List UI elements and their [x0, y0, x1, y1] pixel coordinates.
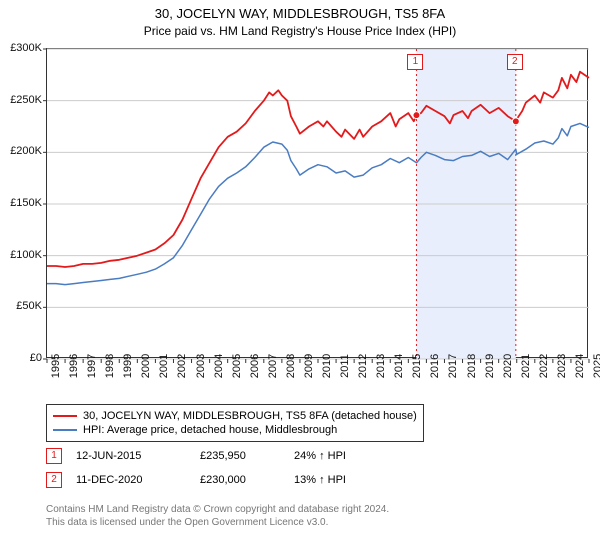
legend: 30, JOCELYN WAY, MIDDLESBROUGH, TS5 8FA … — [46, 404, 424, 442]
x-tick-label: 2022 — [538, 354, 550, 378]
x-tick-label: 2019 — [484, 354, 496, 378]
x-tick-label: 2017 — [447, 354, 459, 378]
chart-svg — [47, 49, 589, 359]
legend-label: HPI: Average price, detached house, Midd… — [83, 424, 337, 436]
y-tick-label: £300K — [2, 42, 42, 54]
x-tick-label: 2006 — [249, 354, 261, 378]
footer-note: Contains HM Land Registry data © Crown c… — [46, 504, 389, 529]
chart-area — [46, 48, 588, 358]
x-tick-label: 2012 — [357, 354, 369, 378]
x-tick-label: 2005 — [231, 354, 243, 378]
y-tick-label: £250K — [2, 94, 42, 106]
x-tick-label: 2003 — [195, 354, 207, 378]
x-tick-label: 2001 — [158, 354, 170, 378]
x-tick-label: 2010 — [321, 354, 333, 378]
x-tick-label: 2016 — [429, 354, 441, 378]
y-tick-label: £0 — [2, 352, 42, 364]
chart-subtitle: Price paid vs. HM Land Registry's House … — [0, 21, 600, 38]
x-tick-label: 2015 — [411, 354, 423, 378]
y-tick-label: £150K — [2, 197, 42, 209]
x-tick-label: 2011 — [339, 354, 351, 378]
x-tick-label: 2018 — [466, 354, 478, 378]
chart-title: 30, JOCELYN WAY, MIDDLESBROUGH, TS5 8FA — [0, 0, 600, 21]
chart-marker-2: 2 — [507, 54, 523, 70]
y-tick-label: £200K — [2, 145, 42, 157]
y-tick-label: £100K — [2, 249, 42, 261]
y-tick-label: £50K — [2, 300, 42, 312]
x-tick-label: 1999 — [122, 354, 134, 378]
x-tick-label: 1997 — [86, 354, 98, 378]
legend-swatch — [53, 429, 77, 431]
x-tick-label: 2025 — [592, 354, 600, 378]
x-tick-label: 2013 — [375, 354, 387, 378]
sale-pct: 24% ↑ HPI — [294, 450, 346, 462]
legend-row: 30, JOCELYN WAY, MIDDLESBROUGH, TS5 8FA … — [53, 409, 417, 423]
footer-line-1: Contains HM Land Registry data © Crown c… — [46, 504, 389, 517]
sale-pct: 13% ↑ HPI — [294, 474, 346, 486]
x-tick-label: 2014 — [393, 354, 405, 378]
chart-marker-1: 1 — [407, 54, 423, 70]
x-tick-label: 2000 — [140, 354, 152, 378]
legend-label: 30, JOCELYN WAY, MIDDLESBROUGH, TS5 8FA … — [83, 410, 417, 422]
legend-swatch — [53, 415, 77, 417]
x-tick-label: 2002 — [176, 354, 188, 378]
x-tick-label: 2004 — [213, 354, 225, 378]
x-tick-label: 2007 — [267, 354, 279, 378]
sale-price: £235,950 — [200, 450, 280, 462]
legend-row: HPI: Average price, detached house, Midd… — [53, 423, 417, 437]
sale-marker: 2 — [46, 472, 62, 488]
sale-marker: 1 — [46, 448, 62, 464]
x-tick-label: 2021 — [520, 354, 532, 378]
root: 30, JOCELYN WAY, MIDDLESBROUGH, TS5 8FA … — [0, 0, 600, 560]
footer-line-2: This data is licensed under the Open Gov… — [46, 517, 389, 530]
x-tick-label: 1998 — [104, 354, 116, 378]
x-tick-label: 2009 — [303, 354, 315, 378]
sale-date: 11-DEC-2020 — [76, 474, 186, 486]
x-tick-label: 1996 — [68, 354, 80, 378]
sale-price: £230,000 — [200, 474, 280, 486]
x-tick-label: 2024 — [574, 354, 586, 378]
sale-row: 2 11-DEC-2020 £230,000 13% ↑ HPI — [46, 472, 346, 488]
x-tick-label: 2023 — [556, 354, 568, 378]
sale-date: 12-JUN-2015 — [76, 450, 186, 462]
x-tick-label: 2008 — [285, 354, 297, 378]
x-tick-label: 1995 — [50, 354, 62, 378]
x-tick-label: 2020 — [502, 354, 514, 378]
sale-row: 1 12-JUN-2015 £235,950 24% ↑ HPI — [46, 448, 346, 464]
